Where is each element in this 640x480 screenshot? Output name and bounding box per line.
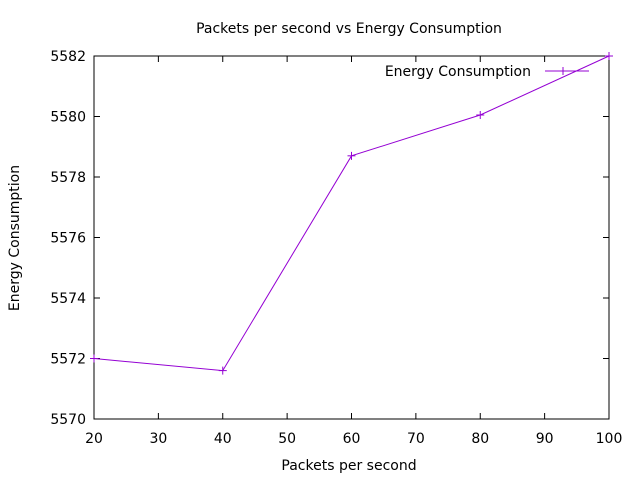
plot-area <box>93 55 610 420</box>
x-tick-label: 70 <box>407 431 425 447</box>
y-tick-label: 5580 <box>50 110 86 126</box>
x-tick-label: 30 <box>149 431 167 447</box>
legend-label: Energy Consumption <box>385 64 531 80</box>
x-tick-label: 100 <box>596 431 623 447</box>
y-tick-label: 5570 <box>50 412 86 428</box>
y-tick-label: 5582 <box>50 49 86 65</box>
x-tick-label: 20 <box>85 431 103 447</box>
y-tick-label: 5576 <box>50 231 86 247</box>
axis-ticks <box>93 55 610 420</box>
series-layer <box>90 52 613 375</box>
series-line <box>93 55 610 372</box>
x-tick-label: 90 <box>536 431 554 447</box>
x-axis-label: Packets per second <box>281 458 416 474</box>
data-point <box>605 52 613 60</box>
y-tick-label: 5578 <box>50 170 86 186</box>
plot-border <box>93 55 610 420</box>
data-point <box>476 110 485 119</box>
axis-tick-labels: 20 30 40 50 60 70 80 90 100 5570 5572 5574 5576 5578 5… <box>50 49 622 447</box>
y-tick-label: 5572 <box>50 352 86 368</box>
x-tick-label: 50 <box>278 431 296 447</box>
legend: Energy Consumption <box>385 64 589 80</box>
x-tick-label: 80 <box>471 431 489 447</box>
x-tick-label: 40 <box>214 431 232 447</box>
y-axis-label: Energy Consumption <box>7 165 23 311</box>
data-point <box>218 366 227 375</box>
data-point <box>347 151 356 160</box>
data-point <box>90 354 98 363</box>
y-tick-label: 5574 <box>50 291 86 307</box>
x-tick-label: 60 <box>343 431 361 447</box>
chart-title: Packets per second vs Energy Consumption <box>196 21 502 37</box>
